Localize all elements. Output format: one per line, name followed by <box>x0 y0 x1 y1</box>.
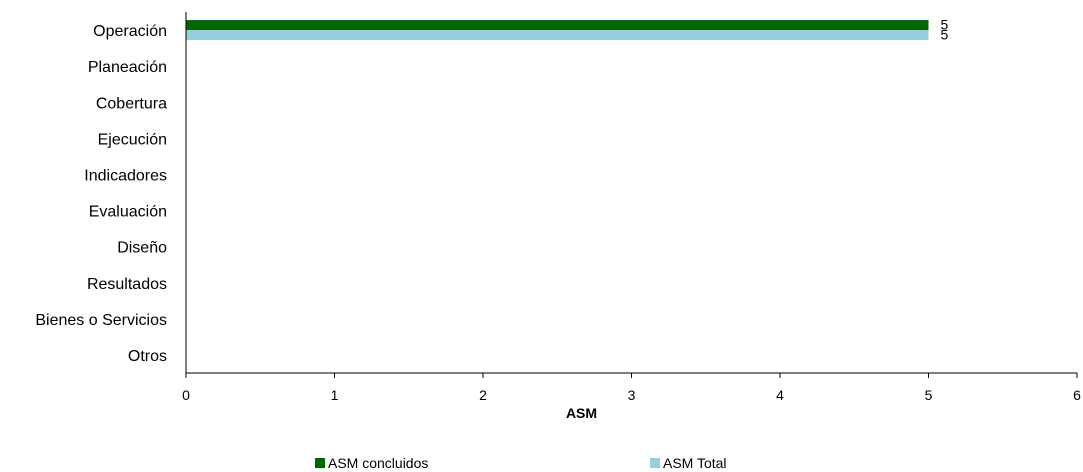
category-label: Ejecución <box>98 131 167 148</box>
legend-item-concluidos: ASM concluidos <box>315 454 428 472</box>
x-tick-label: 4 <box>776 387 784 403</box>
x-tick-label: 6 <box>1073 387 1081 403</box>
x-tick-label: 1 <box>331 387 339 403</box>
data-labels: 55 <box>941 17 949 43</box>
legend-item-total: ASM Total <box>650 454 727 472</box>
bars <box>186 20 929 41</box>
legend-label-total: ASM Total <box>663 455 727 471</box>
bar-concluidos <box>186 20 929 31</box>
x-tick-label: 5 <box>925 387 933 403</box>
category-label: Cobertura <box>96 95 167 112</box>
category-label: Indicadores <box>84 167 167 184</box>
bar-total <box>186 30 929 41</box>
x-axis-title: ASM <box>566 405 597 421</box>
data-label: 5 <box>941 27 949 43</box>
legend-swatch-concluidos <box>315 458 325 468</box>
x-ticks: 0 1 2 3 4 5 6 <box>182 373 1081 403</box>
category-label: Evaluación <box>89 204 167 221</box>
x-tick-label: 2 <box>479 387 487 403</box>
x-tick-label: 3 <box>628 387 636 403</box>
legend: ASM concluidos ASM Total <box>0 454 1083 472</box>
legend-swatch-total <box>650 458 660 468</box>
category-label: Resultados <box>87 276 167 293</box>
data-label: 5 <box>941 17 949 33</box>
category-label: Otros <box>128 348 167 365</box>
category-labels: Operación Planeación Cobertura Ejecución Ind… <box>35 23 167 365</box>
x-tick-label: 0 <box>182 387 190 403</box>
category-label: Planeación <box>88 59 167 76</box>
legend-label-concluidos: ASM concluidos <box>328 455 429 471</box>
category-label: Operación <box>93 23 167 40</box>
category-label: Bienes o Servicios <box>35 312 167 329</box>
category-label: Diseño <box>117 240 167 257</box>
